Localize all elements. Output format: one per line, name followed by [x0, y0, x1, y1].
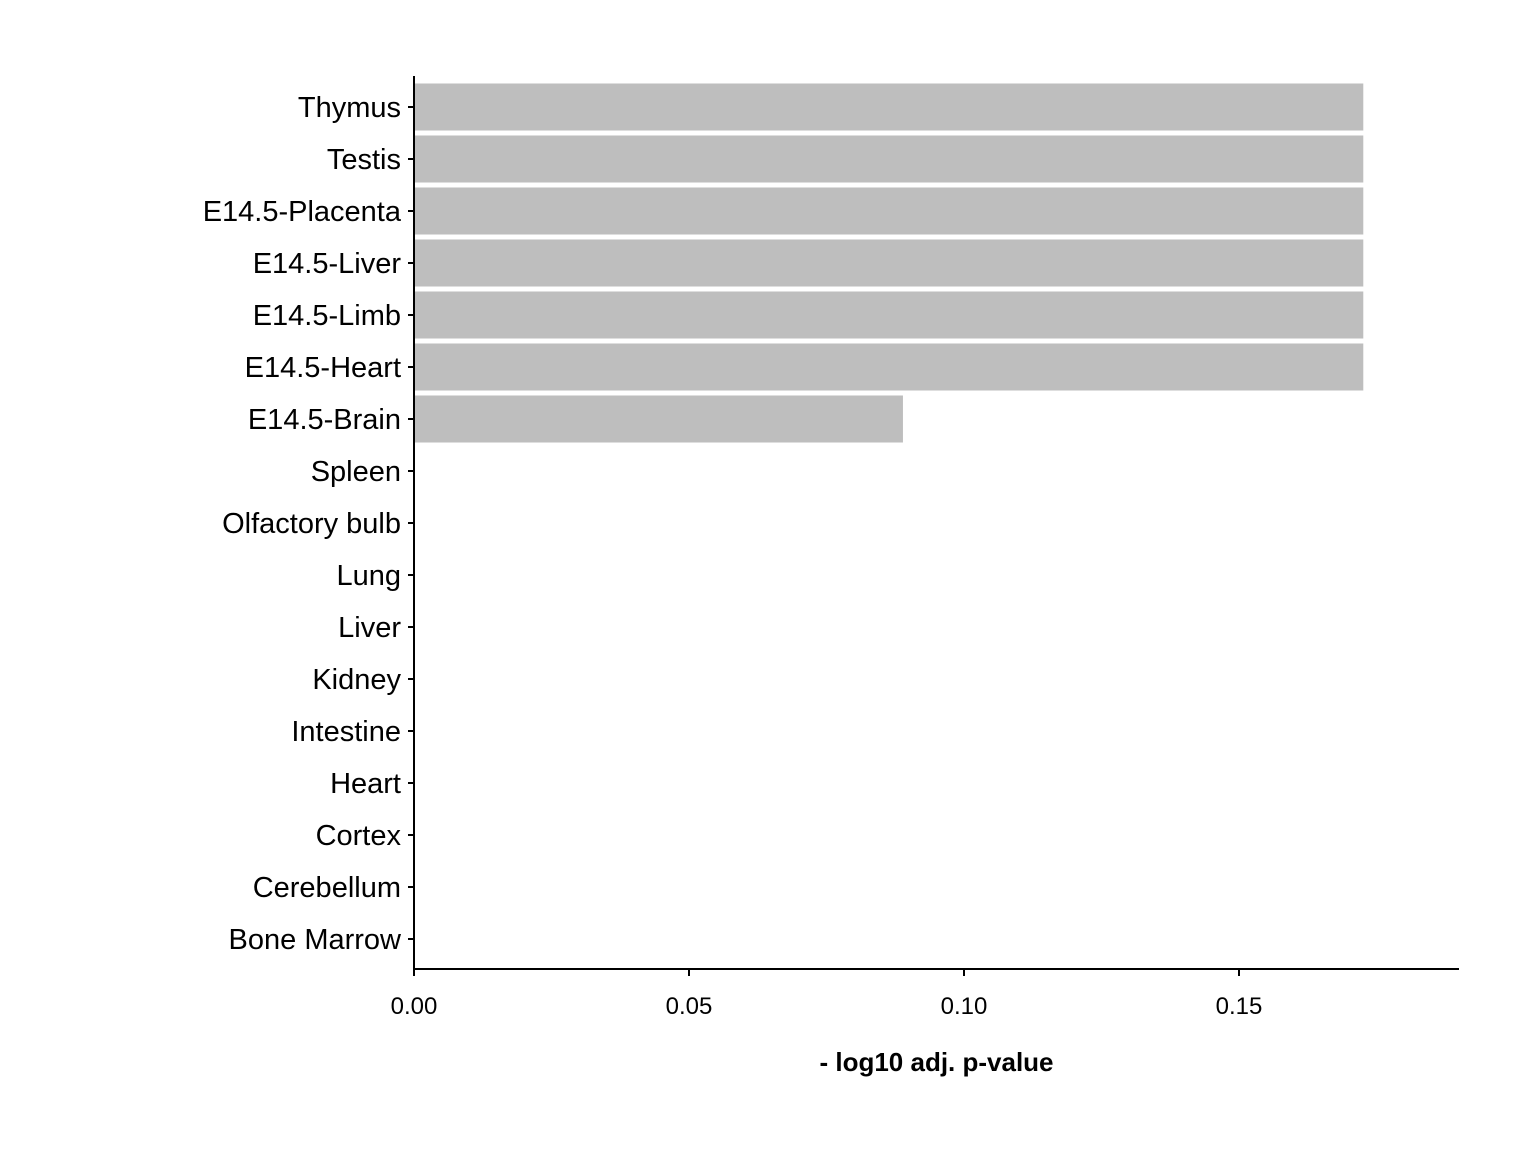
x-tick-label: 0.00	[391, 993, 438, 1020]
y-tick-label: Thymus	[298, 92, 401, 124]
y-tick-label: Spleen	[311, 456, 401, 488]
y-tick-label: E14.5-Heart	[245, 352, 401, 384]
y-tick-label: Cortex	[316, 820, 402, 852]
x-axis: 0.00 0.05 0.10 0.15	[391, 968, 1459, 1020]
bar-e14-5-limb	[414, 291, 1364, 339]
bar-e14-5-placenta	[414, 187, 1364, 235]
bar-thymus	[414, 83, 1364, 131]
y-tick-label: Kidney	[312, 664, 401, 696]
y-tick-label: Heart	[330, 768, 401, 800]
bar-e14-5-liver	[414, 239, 1364, 287]
x-axis-title: - log10 adj. p-value	[819, 1047, 1053, 1077]
y-tick-label: Bone Marrow	[229, 924, 403, 956]
bar-e14-5-brain	[414, 395, 903, 443]
bar-e14-5-heart	[414, 343, 1364, 391]
y-tick-label: Cerebellum	[253, 872, 401, 904]
y-axis: Thymus Testis E14.5-Placenta E14.5-Liver E14…	[203, 76, 415, 969]
y-tick-label: Liver	[338, 612, 401, 644]
y-tick-label: E14.5-Liver	[253, 248, 402, 280]
y-tick-label: Olfactory bulb	[222, 508, 401, 540]
y-tick-label: E14.5-Brain	[248, 404, 401, 436]
bars-group	[414, 83, 1364, 443]
y-tick-label: E14.5-Placenta	[203, 196, 402, 228]
y-tick-label: Lung	[336, 560, 401, 592]
y-tick-label: Testis	[327, 144, 401, 176]
y-tick-label: Intestine	[291, 716, 401, 748]
bar-testis	[414, 135, 1364, 183]
x-tick-label: 0.10	[941, 993, 988, 1020]
x-tick-label: 0.05	[666, 993, 713, 1020]
x-tick-label: 0.15	[1216, 993, 1263, 1020]
y-tick-label: E14.5-Limb	[253, 300, 401, 332]
